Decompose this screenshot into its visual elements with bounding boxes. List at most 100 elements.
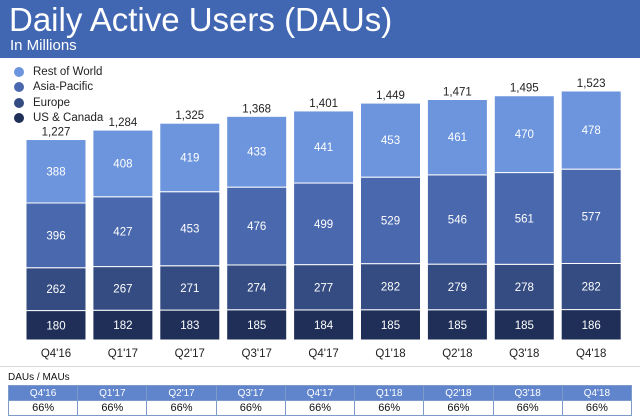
segment-value-label: 441 (314, 142, 333, 154)
segment-value-label: 185 (515, 320, 534, 332)
bar-segment-asia-pacific-5 (360, 176, 421, 265)
bar-segment-rest-of-world-4 (293, 110, 355, 184)
x-tick-label: Q4'17 (308, 348, 338, 360)
dau-mau-quarter-cell: Q3'18 (492, 385, 563, 401)
dau-mau-quarter-cell: Q1'17 (77, 385, 148, 401)
bar-segment-us-canada-0 (25, 310, 87, 341)
legend-label: US & Canada (33, 112, 104, 124)
bar-total-label: 1,449 (376, 90, 405, 102)
segment-value-label: 267 (113, 283, 132, 295)
legend-item: Rest of World (14, 64, 103, 79)
segment-value-label: 282 (381, 282, 400, 294)
bar-segment-europe-0 (25, 267, 87, 312)
bar-segment-europe-5 (360, 263, 421, 311)
dau-mau-quarter-cell: Q2'18 (423, 385, 494, 401)
bar-segment-asia-pacific-8 (560, 168, 622, 264)
segment-value-label: 453 (180, 224, 199, 236)
bar-segment-rest-of-world-2 (159, 122, 221, 193)
legend-swatch (14, 82, 24, 92)
bar-segment-rest-of-world-5 (360, 102, 421, 178)
segment-value-label: 478 (582, 125, 601, 137)
dau-mau-quarter-cell: Q4'17 (284, 385, 356, 401)
x-tick-label: Q2'17 (175, 348, 205, 360)
legend-swatch (14, 66, 24, 77)
x-tick-label: Q1'17 (108, 348, 138, 360)
segment-value-label: 278 (515, 282, 534, 294)
segment-value-label: 453 (381, 135, 400, 147)
bar-segment-us-canada-8 (560, 309, 622, 341)
bar-segment-asia-pacific-0 (25, 202, 87, 269)
bar-segment-europe-1 (92, 266, 154, 311)
dau-mau-value-cell: 66% (7, 400, 79, 416)
bar-segment-asia-pacific-3 (226, 186, 288, 266)
segment-value-label: 476 (247, 221, 266, 233)
bar-total-label: 1,401 (309, 98, 338, 110)
legend-item: Asia-Pacific (14, 80, 103, 95)
segment-value-label: 183 (180, 320, 199, 332)
segment-value-label: 461 (448, 132, 467, 144)
dau-mau-value-cell: 66% (215, 400, 286, 416)
bar-segment-asia-pacific-7 (493, 172, 555, 265)
dau-mau-value-cell: 66% (492, 400, 563, 416)
segment-value-label: 427 (113, 227, 132, 239)
bar-segment-asia-pacific-6 (426, 174, 488, 265)
segment-value-label: 529 (381, 215, 400, 227)
dau-mau-quarter-cell: Q2'17 (146, 385, 217, 401)
segment-value-label: 180 (46, 320, 65, 332)
legend-label: Asia-Pacific (33, 81, 94, 93)
bar-segment-us-canada-4 (293, 309, 355, 341)
dau-mau-quarter-cell: Q4'18 (561, 385, 633, 401)
segment-value-label: 388 (46, 166, 65, 178)
x-tick-label: Q4'18 (576, 348, 606, 360)
bar-total-label: 1,325 (175, 110, 204, 122)
bar-segment-europe-6 (426, 263, 488, 311)
segment-value-label: 433 (247, 147, 266, 159)
segment-value-label: 271 (180, 283, 199, 295)
legend-label: Rest of World (33, 65, 103, 78)
header-banner: Daily Active Users (DAUs) In Millions (0, 0, 640, 58)
stacked-bar-chart: 180 262 396 388 1,227 Q4'16 182 267 427 408 1,284 Q… (25, 78, 622, 360)
dau-mau-header-row: Q4'16 Q1'17 Q2'17 Q3'17 Q4'17 Q1'18 Q2'18 Q3'18… (7, 385, 633, 401)
bar-total-label: 1,495 (510, 83, 539, 95)
bar-segment-asia-pacific-2 (159, 191, 221, 267)
bar-segment-europe-7 (493, 263, 555, 311)
bar-segment-us-canada-6 (426, 309, 488, 341)
segment-value-label: 546 (448, 215, 467, 227)
bar-segment-rest-of-world-6 (426, 98, 488, 176)
dau-mau-value-cell: 66% (423, 400, 494, 416)
bar-segment-us-canada-1 (92, 309, 154, 341)
segment-value-label: 282 (582, 282, 601, 294)
dau-mau-table: Q4'16 Q1'17 Q2'17 Q3'17 Q4'17 Q1'18 Q2'18 Q3'18… (7, 385, 633, 416)
divider-line (0, 366, 640, 367)
dau-mau-quarter-cell: Q1'18 (354, 385, 425, 401)
segment-value-label: 396 (46, 230, 65, 242)
bar-segment-rest-of-world-3 (226, 115, 288, 188)
segment-value-label: 561 (515, 213, 534, 225)
bar-total-label: 1,523 (577, 78, 606, 90)
dau-mau-label: DAUs / MAUs (8, 372, 70, 383)
dau-mau-value-cell: 66% (77, 400, 148, 416)
bar-segment-europe-2 (159, 265, 221, 311)
segment-value-label: 185 (247, 320, 266, 332)
bar-segment-rest-of-world-8 (560, 90, 622, 170)
bar-total-label: 1,471 (443, 86, 472, 98)
x-tick-label: Q3'18 (509, 348, 539, 360)
legend-swatch (14, 97, 24, 108)
segment-value-label: 185 (448, 320, 467, 332)
bar-segment-asia-pacific-4 (293, 182, 355, 266)
bar-segment-rest-of-world-0 (25, 139, 87, 204)
dau-mau-quarter-cell: Q4'16 (7, 385, 79, 401)
segment-value-label: 186 (582, 320, 601, 332)
dau-mau-value-cell: 66% (354, 400, 425, 416)
segment-value-label: 279 (448, 282, 467, 294)
segment-value-label: 182 (113, 320, 132, 332)
bar-total-label: 1,227 (42, 127, 71, 139)
segment-value-label: 408 (113, 158, 132, 170)
segment-value-label: 577 (582, 211, 601, 223)
legend-item: US & Canada (14, 111, 103, 126)
dau-mau-quarter-cell: Q3'17 (215, 385, 286, 401)
bar-total-label: 1,284 (109, 117, 138, 129)
segment-value-label: 274 (247, 282, 267, 294)
segment-value-label: 277 (314, 282, 333, 294)
segment-value-label: 470 (515, 129, 534, 141)
